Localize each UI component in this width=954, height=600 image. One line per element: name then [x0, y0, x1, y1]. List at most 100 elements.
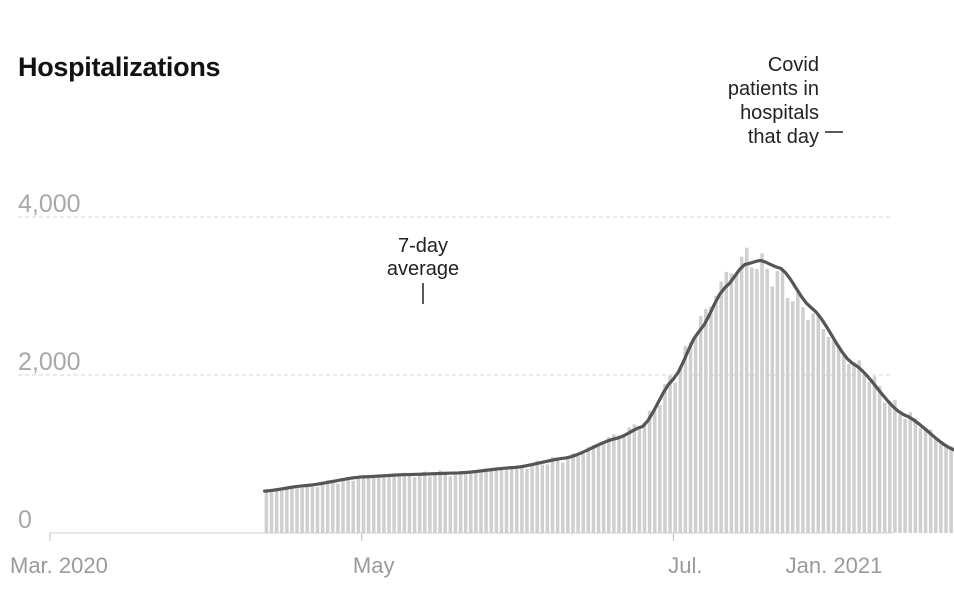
daily-bar	[371, 478, 376, 533]
y-tick-label: 2,000	[18, 348, 81, 376]
x-tick-label: Mar. 2020	[10, 553, 108, 578]
daily-bar	[744, 247, 749, 533]
daily-bar	[775, 271, 780, 533]
daily-bar	[382, 475, 386, 533]
daily-bar	[596, 444, 601, 533]
daily-bar	[300, 487, 304, 533]
daily-bar	[642, 423, 647, 533]
annotation-daily-label: that day	[748, 126, 819, 148]
daily-bar	[351, 480, 355, 533]
daily-bar	[305, 484, 310, 533]
daily-bar	[515, 465, 519, 533]
x-tick-label: Jul.	[668, 553, 702, 578]
daily-bar	[525, 468, 529, 533]
daily-bar	[315, 486, 320, 533]
daily-bar	[872, 376, 877, 533]
daily-bar	[888, 400, 892, 533]
daily-bar	[877, 385, 882, 533]
x-tick-label: May	[353, 553, 395, 578]
daily-bar	[704, 308, 708, 533]
daily-bar	[550, 457, 555, 533]
daily-bar	[811, 313, 815, 533]
annotation-average-label: 7-day	[398, 235, 448, 257]
daily-bar	[361, 476, 366, 533]
daily-bar	[356, 478, 361, 533]
daily-bar	[719, 281, 723, 533]
annotation-daily-label: hospitals	[740, 102, 819, 124]
daily-bar	[867, 381, 872, 533]
daily-bar	[627, 427, 631, 533]
daily-bar	[739, 256, 744, 533]
daily-bar	[796, 291, 800, 533]
daily-bar	[663, 384, 667, 533]
daily-bar	[366, 477, 371, 533]
daily-bar	[913, 418, 918, 533]
annotation-daily-label: Covid	[768, 54, 819, 76]
x-tick-label: Jan. 2021	[786, 553, 883, 578]
daily-bar	[463, 474, 468, 533]
daily-bar	[545, 464, 550, 533]
daily-bar	[591, 444, 596, 533]
daily-bar	[755, 269, 759, 533]
daily-bar	[637, 428, 642, 533]
daily-bar	[586, 447, 591, 533]
daily-bar	[566, 457, 570, 533]
daily-bar	[847, 364, 851, 533]
daily-bar	[683, 346, 688, 533]
daily-bar	[750, 267, 754, 533]
daily-bar	[397, 475, 401, 533]
daily-bar	[893, 400, 897, 533]
daily-bar	[821, 328, 826, 533]
daily-bar	[540, 464, 545, 533]
daily-bar	[469, 473, 473, 533]
daily-bar	[561, 462, 565, 533]
daily-bar	[836, 344, 841, 533]
daily-bar	[826, 336, 831, 533]
daily-bar	[423, 471, 427, 533]
daily-bar	[765, 268, 769, 533]
daily-bar	[295, 487, 299, 533]
daily-bar	[402, 472, 407, 533]
daily-bar	[852, 362, 856, 533]
daily-bar	[509, 468, 514, 533]
daily-bar	[489, 470, 493, 533]
daily-bar	[417, 473, 422, 533]
daily-bar	[479, 470, 483, 533]
daily-bar	[341, 478, 345, 533]
daily-bar	[831, 340, 836, 533]
daily-bar	[714, 295, 718, 533]
daily-bar	[801, 307, 805, 533]
daily-bar	[734, 273, 739, 533]
daily-bar	[387, 475, 391, 533]
daily-bar	[571, 453, 575, 533]
daily-bar	[310, 483, 315, 533]
daily-bar	[412, 477, 417, 533]
daily-bar	[279, 489, 284, 533]
daily-bar	[453, 471, 458, 533]
daily-bar	[709, 306, 713, 533]
daily-bar	[438, 470, 442, 533]
daily-bar	[484, 471, 488, 533]
daily-bar	[494, 468, 499, 533]
daily-bar	[724, 271, 729, 533]
daily-bar	[285, 488, 289, 533]
daily-bar	[325, 480, 330, 533]
daily-bar	[918, 427, 923, 533]
seven-day-average-line	[263, 258, 954, 493]
daily-bar	[632, 424, 637, 533]
daily-bar	[806, 319, 810, 533]
daily-bar	[612, 434, 616, 533]
daily-bar	[760, 253, 764, 533]
daily-bar	[647, 410, 652, 533]
daily-bar	[520, 465, 524, 533]
y-tick-label: 4,000	[18, 190, 81, 218]
daily-bar	[882, 402, 887, 533]
daily-bar	[842, 353, 846, 533]
daily-bar	[698, 316, 703, 533]
daily-bar	[658, 405, 662, 533]
daily-bar	[448, 476, 453, 533]
daily-bar	[331, 482, 335, 533]
daily-bar	[617, 435, 621, 533]
